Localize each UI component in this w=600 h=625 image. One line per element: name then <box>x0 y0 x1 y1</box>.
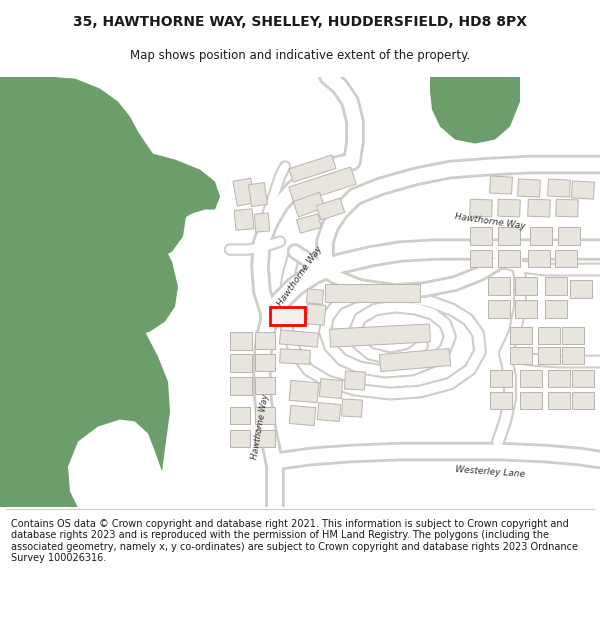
Polygon shape <box>515 276 537 294</box>
Text: Contains OS data © Crown copyright and database right 2021. This information is : Contains OS data © Crown copyright and d… <box>11 519 578 563</box>
Text: Map shows position and indicative extent of the property.: Map shows position and indicative extent… <box>130 49 470 62</box>
Polygon shape <box>341 399 362 417</box>
Polygon shape <box>230 331 252 349</box>
Polygon shape <box>255 376 275 394</box>
Polygon shape <box>548 179 571 197</box>
Polygon shape <box>572 181 595 199</box>
Polygon shape <box>234 209 254 230</box>
Polygon shape <box>528 199 550 217</box>
Polygon shape <box>572 391 594 409</box>
Polygon shape <box>548 369 570 386</box>
Polygon shape <box>562 346 584 364</box>
Polygon shape <box>490 369 512 386</box>
Polygon shape <box>317 402 341 421</box>
Polygon shape <box>248 182 268 207</box>
Polygon shape <box>510 346 532 364</box>
Polygon shape <box>230 429 250 446</box>
Polygon shape <box>470 226 492 244</box>
Polygon shape <box>293 192 325 217</box>
Polygon shape <box>0 76 220 526</box>
Polygon shape <box>289 381 319 402</box>
Polygon shape <box>255 331 275 349</box>
Polygon shape <box>498 249 520 266</box>
Polygon shape <box>0 76 178 336</box>
Polygon shape <box>545 299 567 318</box>
Polygon shape <box>498 199 520 217</box>
Polygon shape <box>538 346 560 364</box>
Polygon shape <box>488 276 510 294</box>
Polygon shape <box>555 249 577 266</box>
Polygon shape <box>289 155 336 182</box>
Polygon shape <box>520 369 542 386</box>
Polygon shape <box>306 304 326 325</box>
Polygon shape <box>289 406 316 426</box>
Text: 35, HAWTHORNE WAY, SHELLEY, HUDDERSFIELD, HD8 8PX: 35, HAWTHORNE WAY, SHELLEY, HUDDERSFIELD… <box>73 15 527 29</box>
Polygon shape <box>556 199 578 217</box>
Polygon shape <box>233 178 255 206</box>
Polygon shape <box>255 354 275 371</box>
Polygon shape <box>548 391 570 409</box>
Polygon shape <box>430 76 520 144</box>
Polygon shape <box>528 249 550 266</box>
Polygon shape <box>296 214 322 233</box>
Polygon shape <box>562 326 584 344</box>
Polygon shape <box>230 354 252 371</box>
Polygon shape <box>515 299 537 318</box>
Polygon shape <box>490 391 512 409</box>
Polygon shape <box>230 376 252 394</box>
Polygon shape <box>538 326 560 344</box>
Polygon shape <box>280 330 319 348</box>
Polygon shape <box>307 289 323 304</box>
Polygon shape <box>545 276 567 294</box>
Polygon shape <box>255 407 275 424</box>
Polygon shape <box>254 213 270 232</box>
Polygon shape <box>319 379 343 399</box>
Polygon shape <box>329 324 430 347</box>
Polygon shape <box>344 371 365 390</box>
Polygon shape <box>316 198 345 220</box>
Polygon shape <box>470 249 492 266</box>
Text: Hawthorne Way: Hawthorne Way <box>454 212 526 231</box>
Polygon shape <box>518 179 541 197</box>
Polygon shape <box>255 429 275 446</box>
Polygon shape <box>325 284 420 301</box>
Polygon shape <box>230 407 250 424</box>
Polygon shape <box>570 279 592 298</box>
Polygon shape <box>470 199 492 217</box>
Polygon shape <box>280 349 310 364</box>
Polygon shape <box>289 167 356 204</box>
Polygon shape <box>498 226 520 244</box>
Text: Westerley Lane: Westerley Lane <box>455 464 525 479</box>
Text: Hawthorne Way: Hawthorne Way <box>276 245 324 308</box>
Polygon shape <box>379 349 451 372</box>
Polygon shape <box>530 226 552 244</box>
Polygon shape <box>490 176 512 194</box>
Polygon shape <box>572 369 594 386</box>
Polygon shape <box>520 391 542 409</box>
Polygon shape <box>558 226 580 244</box>
Polygon shape <box>0 76 186 264</box>
Polygon shape <box>488 299 510 318</box>
Polygon shape <box>510 326 532 344</box>
Polygon shape <box>270 306 305 324</box>
Text: Hawthorne Way: Hawthorne Way <box>250 393 270 460</box>
